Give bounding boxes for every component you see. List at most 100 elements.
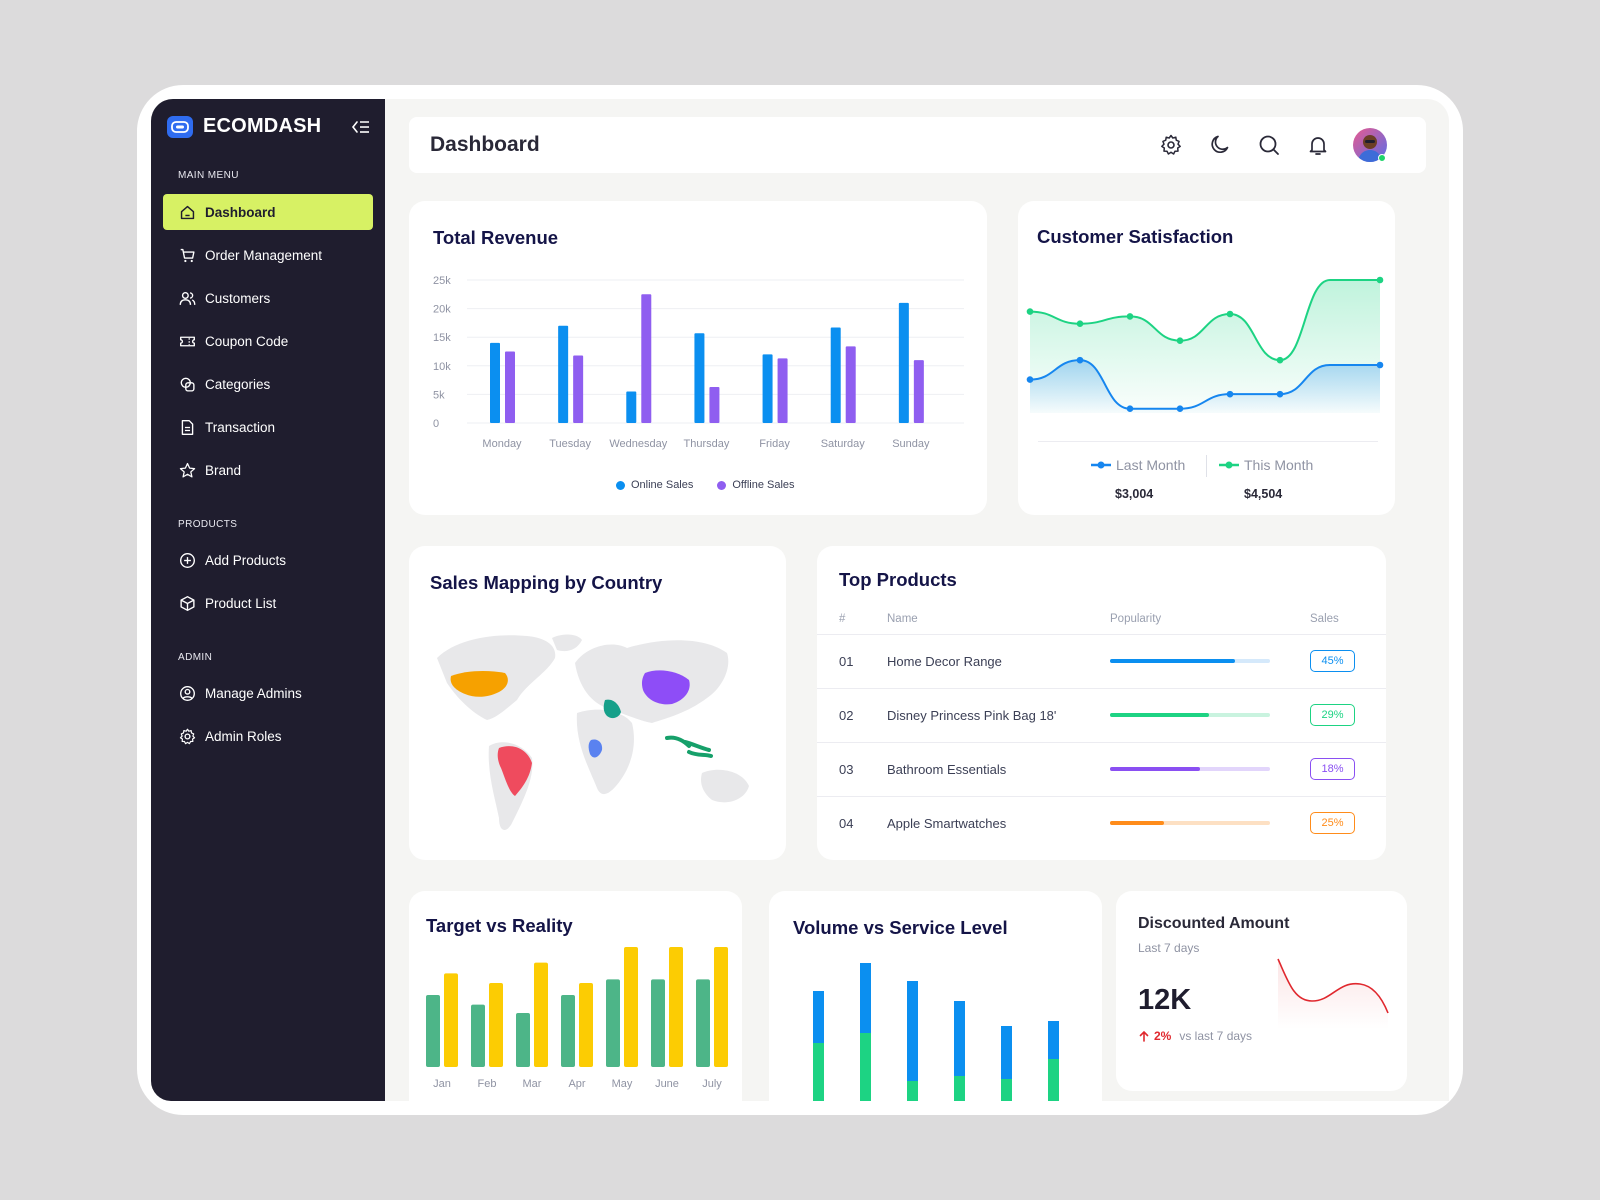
world-map xyxy=(437,634,749,830)
box-icon xyxy=(180,595,195,611)
user-circle-icon xyxy=(180,685,195,701)
target-vs-reality-card: Target vs Reality Jan Feb Mar Apr May June Jul… xyxy=(409,891,742,1101)
search-icon[interactable] xyxy=(1257,133,1281,157)
x-tick-label: July xyxy=(702,1078,722,1090)
indonesia-highlight xyxy=(665,735,713,758)
table-row[interactable]: 04 Apple Smartwatches 25% xyxy=(817,795,1386,850)
bar-service-level xyxy=(860,1033,871,1101)
popularity-cell xyxy=(1110,687,1310,742)
sales-cell: 29% xyxy=(1310,687,1386,742)
point-this-month xyxy=(1126,313,1134,320)
legend-offline-sales: Offline Sales xyxy=(732,479,795,491)
bar-volume xyxy=(1001,1026,1012,1079)
brand[interactable]: ECOMDASH xyxy=(167,115,321,138)
legend-dot-offline xyxy=(717,480,727,490)
page-title: Dashboard xyxy=(430,133,540,156)
bar-service-level xyxy=(1048,1059,1059,1101)
discount-change: 2% vs last 7 days xyxy=(1138,1029,1252,1043)
bar-reality xyxy=(516,1013,530,1067)
point-this-month xyxy=(1276,356,1284,364)
bar-service-level xyxy=(954,1076,965,1101)
bar-offline-sales xyxy=(641,294,652,423)
gear-icon[interactable] xyxy=(1159,133,1183,157)
avatar[interactable] xyxy=(1353,128,1387,162)
star-icon xyxy=(179,462,196,478)
x-tick-label: Friday xyxy=(759,438,790,450)
bell-icon[interactable] xyxy=(1306,133,1330,157)
sidebar-item-product-list[interactable]: Product List xyxy=(163,585,373,621)
column-header-popularity: Popularity xyxy=(1110,612,1162,625)
bar-target xyxy=(624,947,638,1067)
legend-online-sales: Online Sales xyxy=(631,479,694,491)
sidebar-item-brand[interactable]: Brand xyxy=(163,452,373,488)
popularity-bar xyxy=(1110,659,1270,663)
bar-service-level xyxy=(907,1081,918,1101)
x-tick-label: Mar xyxy=(523,1078,542,1090)
popularity-cell xyxy=(1110,741,1310,796)
table-row[interactable]: 03 Bathroom Essentials 18% xyxy=(817,741,1386,796)
column-header-number: # xyxy=(839,612,846,625)
saudi-arabia-highlight xyxy=(603,699,621,719)
sidebar-item-manage-admins[interactable]: Manage Admins xyxy=(163,675,373,711)
section-title-admin: ADMIN xyxy=(178,652,213,663)
sidebar-item-dashboard[interactable]: Dashboard xyxy=(163,194,373,230)
bar-online-sales xyxy=(830,327,841,423)
popularity-bar xyxy=(1110,821,1270,826)
bar-offline-sales xyxy=(913,360,924,423)
card-title: Total Revenue xyxy=(433,227,559,248)
total-revenue-card: Total Revenue 0 5k 10k 15k 20k 25k Monday Tuesd… xyxy=(409,201,987,515)
sidebar-item-order-management[interactable]: Order Management xyxy=(163,237,373,273)
sales-cell: 18% xyxy=(1310,741,1386,796)
bar-target xyxy=(489,983,503,1067)
popularity-fill xyxy=(1110,713,1210,717)
product-name: Home Decor Range xyxy=(887,633,1110,688)
sparkline-area xyxy=(1278,959,1388,1029)
collapse-sidebar-icon[interactable] xyxy=(351,119,371,140)
sidebar-item-coupon-code[interactable]: Coupon Code xyxy=(163,323,373,359)
x-tick-label: May xyxy=(612,1078,633,1090)
china-highlight xyxy=(641,670,690,705)
point-last-month xyxy=(1226,390,1234,398)
bar-online-sales xyxy=(762,354,773,423)
x-tick-label: Monday xyxy=(482,438,522,450)
bar-service-level xyxy=(1001,1079,1012,1101)
popularity-cell xyxy=(1110,795,1310,850)
bar-volume xyxy=(860,963,871,1033)
table-row[interactable]: 02 Disney Princess Pink Bag 18' 29% xyxy=(817,687,1386,742)
sidebar-item-categories[interactable]: Categories xyxy=(163,366,373,402)
popularity-cell xyxy=(1110,633,1310,688)
area-last-month xyxy=(1030,360,1380,413)
sidebar-item-admin-roles[interactable]: Admin Roles xyxy=(163,718,373,754)
online-status-indicator xyxy=(1378,154,1386,162)
bar-offline-sales xyxy=(573,355,584,423)
table-row[interactable]: 01 Home Decor Range 45% xyxy=(817,633,1386,688)
point-this-month xyxy=(1176,337,1184,345)
moon-icon[interactable] xyxy=(1208,133,1232,157)
bar-offline-sales xyxy=(845,346,856,423)
point-last-month xyxy=(1076,356,1084,364)
greenland-shape xyxy=(552,634,582,652)
usa-highlight xyxy=(450,671,508,697)
card-title: Customer Satisfaction xyxy=(1037,226,1234,247)
x-tick-label: Sunday xyxy=(892,438,930,450)
sidebar-item-label: Categories xyxy=(205,376,271,392)
bar-reality xyxy=(471,1004,485,1067)
legend-line-icon xyxy=(1091,461,1111,469)
product-number: 01 xyxy=(817,633,887,688)
product-name: Apple Smartwatches xyxy=(887,795,1110,850)
sidebar-item-label: Dashboard xyxy=(205,204,276,220)
this-month-value: $4,504 xyxy=(1244,487,1283,501)
sidebar-item-customers[interactable]: Customers xyxy=(163,280,373,316)
line-last-month xyxy=(1029,359,1380,410)
point-this-month xyxy=(1226,310,1234,318)
sidebar-item-label: Product List xyxy=(205,595,277,611)
congo-highlight xyxy=(588,739,603,758)
sidebar-item-label: Admin Roles xyxy=(205,728,282,744)
column-header-name: Name xyxy=(887,612,918,625)
area-this-month xyxy=(1030,280,1380,413)
x-tick-label: Saturday xyxy=(821,438,866,450)
sidebar-item-transaction[interactable]: Transaction xyxy=(163,409,373,445)
sidebar-item-add-products[interactable]: Add Products xyxy=(163,542,373,578)
sidebar: ECOMDASH MAIN MENU Dashboard Order Manag… xyxy=(151,99,385,1101)
popularity-bar xyxy=(1110,767,1270,771)
